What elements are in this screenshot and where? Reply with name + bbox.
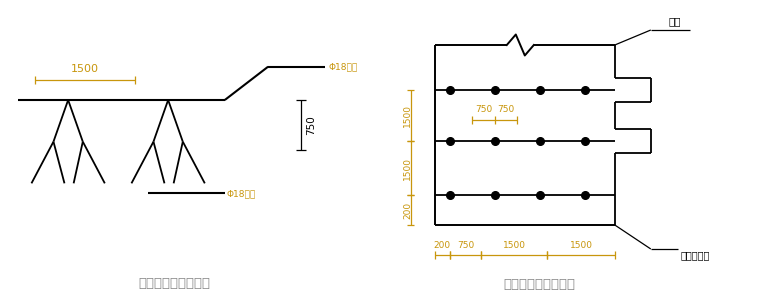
Text: 马登加工形状示意图: 马登加工形状示意图 (139, 277, 211, 290)
Text: 马登平面布置示意图: 马登平面布置示意图 (504, 278, 576, 292)
Text: 200: 200 (404, 201, 412, 219)
Text: 基础外边线: 基础外边线 (681, 250, 710, 260)
Text: 750: 750 (457, 241, 474, 250)
Text: Φ18钉筋: Φ18钉筋 (328, 62, 357, 71)
Text: 1500: 1500 (404, 157, 412, 179)
Text: 200: 200 (434, 241, 451, 250)
Text: 支点: 支点 (669, 16, 681, 26)
Text: 1500: 1500 (404, 104, 412, 127)
Text: 1500: 1500 (569, 241, 593, 250)
Text: 1500: 1500 (503, 241, 526, 250)
Text: 750: 750 (498, 105, 515, 114)
Text: 750: 750 (475, 105, 492, 114)
Text: Φ18钉筋: Φ18钉筋 (226, 189, 255, 198)
Text: 750: 750 (306, 115, 316, 135)
Text: 1500: 1500 (71, 64, 99, 74)
